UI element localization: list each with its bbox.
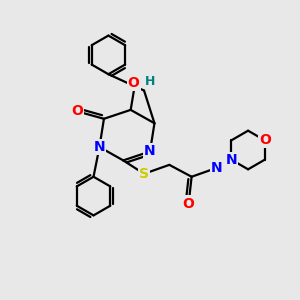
Text: N: N <box>211 161 223 175</box>
Text: N: N <box>144 145 156 158</box>
Text: N: N <box>94 140 105 154</box>
Text: N: N <box>226 153 237 167</box>
Text: O: O <box>183 196 195 211</box>
Text: S: S <box>139 167 149 181</box>
Text: O: O <box>128 76 140 90</box>
Text: O: O <box>259 133 271 147</box>
Text: H: H <box>145 75 155 88</box>
Text: O: O <box>71 104 83 118</box>
